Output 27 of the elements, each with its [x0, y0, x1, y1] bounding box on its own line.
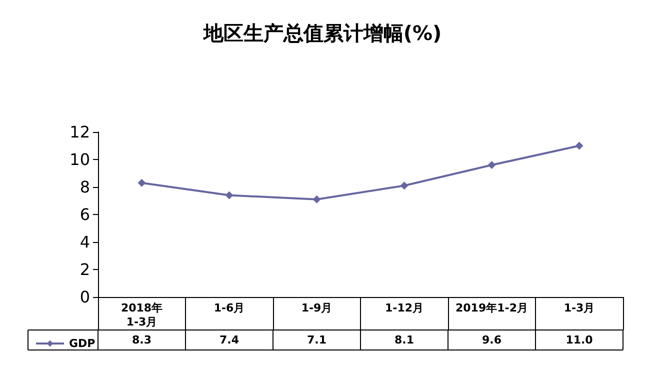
y-tick-label: 4: [80, 232, 90, 252]
x-tick-label: 2018年 1-3月: [120, 302, 163, 328]
y-tick-label: 0: [80, 288, 90, 306]
legend-label: GDP: [69, 337, 96, 350]
point: [138, 178, 146, 187]
chart-title: 地区生产总值累计增幅(%): [202, 21, 442, 45]
y-tick-label: 6: [80, 205, 90, 224]
data-label: 9.6: [482, 334, 502, 346]
point: [400, 182, 408, 190]
data-label: 7.4: [220, 334, 240, 346]
x-tick-label: 2019年1-2月: [456, 302, 528, 314]
data-label: 7.1: [307, 334, 326, 346]
x-tick-label: 1-9月: [301, 302, 332, 314]
data-label: 11.0: [566, 334, 594, 346]
data-label: 8.1: [394, 334, 414, 346]
x-tick-label: 1-3月: [564, 302, 595, 314]
point: [225, 191, 234, 200]
x-tick-label: 1-6月: [214, 302, 245, 314]
y-tick-label: 12: [70, 122, 90, 142]
x-tick-label: 1-12月: [384, 302, 424, 314]
data-label: 8.3: [132, 334, 152, 346]
point: [488, 161, 496, 169]
point: [575, 142, 584, 150]
y-tick-label: 2: [80, 260, 90, 279]
y-tick-label: 8: [80, 178, 90, 196]
point: [312, 195, 321, 204]
y-tick-label: 10: [70, 150, 90, 169]
